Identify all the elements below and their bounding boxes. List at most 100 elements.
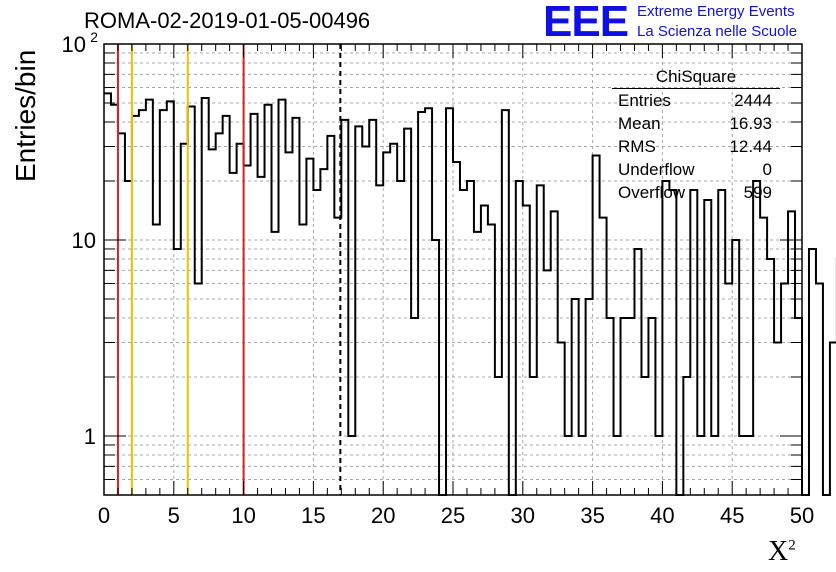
stats-box: ChiSquare Entries 2444 Mean 16.93 RMS 12.44… xyxy=(612,66,780,204)
histogram-bin xyxy=(481,205,488,495)
histogram-bin xyxy=(341,120,348,495)
histogram-bin xyxy=(704,200,711,495)
histogram-bin xyxy=(132,116,139,495)
histogram-bin xyxy=(285,152,292,495)
histogram-bin xyxy=(237,144,244,495)
histogram-bin xyxy=(732,240,739,495)
histogram-bin xyxy=(697,436,704,495)
x-axis-label-superscript: 2 xyxy=(788,537,796,554)
histogram-bin xyxy=(404,129,411,495)
stats-label: Overflow xyxy=(618,183,686,202)
histogram-series xyxy=(104,92,836,496)
stats-value: 599 xyxy=(743,183,772,202)
histogram-bin xyxy=(746,436,753,495)
histogram-bin xyxy=(327,136,334,495)
stats-row-rms: RMS 12.44 xyxy=(612,135,780,158)
histogram-bin xyxy=(655,436,662,495)
histogram-bin xyxy=(502,110,509,495)
histogram-bin xyxy=(251,114,258,495)
histogram-bin xyxy=(648,318,655,495)
x-axis-label: X2 xyxy=(768,536,796,568)
histogram-bin xyxy=(272,232,279,495)
histogram-bin xyxy=(530,377,537,495)
eee-logo-line2: La Scienza nelle Scuole xyxy=(637,23,798,40)
histogram-bin xyxy=(313,190,320,495)
y-tick-label: 1 xyxy=(84,424,96,449)
eee-logo-mark: EEE xyxy=(543,0,629,46)
histogram-bin xyxy=(209,149,216,495)
histogram-bin xyxy=(523,205,530,495)
x-tick-label: 0 xyxy=(98,503,110,528)
histogram-bin xyxy=(146,100,153,495)
histogram-bin xyxy=(795,318,802,495)
histogram-bin xyxy=(425,108,432,495)
x-tick-label: 20 xyxy=(371,503,395,528)
histogram-bin xyxy=(181,144,188,495)
histogram-bin xyxy=(634,249,641,495)
histogram-bin xyxy=(153,224,160,495)
histogram-bin xyxy=(739,436,746,495)
histogram-bin xyxy=(760,218,767,495)
histogram-bin xyxy=(306,159,313,495)
histogram-bin xyxy=(593,155,600,495)
histogram-bin xyxy=(607,318,614,495)
histogram-bin xyxy=(292,118,299,495)
histogram-bin xyxy=(411,318,418,495)
stats-row-overflow: Overflow 599 xyxy=(612,181,780,204)
histogram-bin xyxy=(446,108,453,495)
histogram-bin xyxy=(125,181,132,495)
stats-value: 0 xyxy=(762,160,772,179)
histogram-bin xyxy=(683,377,690,495)
histogram-bin xyxy=(558,342,565,495)
histogram-bin xyxy=(774,342,781,495)
histogram-bin xyxy=(369,120,376,495)
histogram-bin xyxy=(376,185,383,495)
histogram-bin xyxy=(223,116,230,495)
stats-value: 16.93 xyxy=(729,114,772,133)
histogram-bin xyxy=(362,146,369,495)
histogram-bin xyxy=(809,249,816,495)
histogram-bin xyxy=(397,181,404,495)
histogram-bin xyxy=(711,436,718,495)
histogram-bin xyxy=(174,249,181,495)
x-tick-label: 25 xyxy=(441,503,465,528)
histogram-bin xyxy=(160,110,167,495)
histogram-bin xyxy=(488,224,495,495)
histogram-bin xyxy=(537,185,544,495)
chart-title: ROMA-02-2019-01-05-00496 xyxy=(84,8,371,33)
histogram-bin xyxy=(418,112,425,495)
histogram-bin xyxy=(725,283,732,495)
histogram-bin xyxy=(453,162,460,495)
histogram-bin xyxy=(572,299,579,495)
histogram-bin xyxy=(320,169,327,495)
stats-label: RMS xyxy=(618,137,656,156)
histogram-bin xyxy=(467,181,474,495)
x-tick-label: 45 xyxy=(720,503,744,528)
eee-logo-line1: Extreme Energy Events xyxy=(637,3,795,20)
histogram-bin xyxy=(662,181,669,495)
histogram-bin xyxy=(830,342,836,495)
histogram-bin xyxy=(690,190,697,495)
histogram-bin xyxy=(390,144,397,495)
y-tick-label-exponent: 2 xyxy=(90,29,98,45)
histogram-bin xyxy=(600,218,607,495)
stats-value: 12.44 xyxy=(729,137,772,156)
x-axis-label-base: X xyxy=(768,536,789,567)
histogram-bin xyxy=(355,126,362,495)
histogram-bin xyxy=(516,181,523,495)
stats-label: Underflow xyxy=(618,160,695,179)
histogram-bin xyxy=(718,190,725,495)
histogram-bin xyxy=(104,93,111,495)
histogram-bin xyxy=(279,100,286,495)
histogram-bin xyxy=(244,165,251,495)
histogram-bin xyxy=(258,177,265,495)
x-tick-label: 40 xyxy=(650,503,674,528)
histogram-bin xyxy=(788,211,795,495)
stats-row-mean: Mean 16.93 xyxy=(612,112,780,135)
stats-box-name: ChiSquare xyxy=(612,66,780,89)
histogram-bin xyxy=(495,377,502,495)
histogram-bin xyxy=(265,105,272,495)
histogram-bin xyxy=(167,101,174,495)
histogram-bin xyxy=(621,318,628,495)
histogram-bin xyxy=(474,232,481,495)
